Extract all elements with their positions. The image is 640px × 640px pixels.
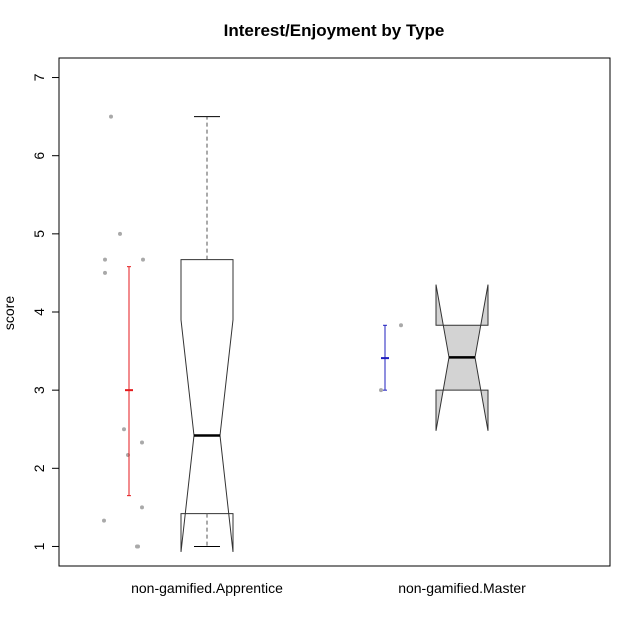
box-body <box>180 259 234 552</box>
jitter-point <box>109 114 113 119</box>
mean-error-bars <box>125 266 389 497</box>
jitter-point <box>140 440 144 445</box>
y-tick-label: 7 <box>31 73 47 81</box>
jitter-point <box>103 257 107 262</box>
y-tick-label: 5 <box>31 230 47 238</box>
jitter-point <box>379 388 383 393</box>
y-tick-label: 4 <box>31 308 47 316</box>
plot-frame <box>58 57 611 567</box>
jitter-point <box>118 231 122 236</box>
box-group <box>180 116 489 552</box>
y-axis-label: score <box>1 296 17 330</box>
y-axis: 1 2 3 4 5 6 7 <box>31 73 60 550</box>
x-tick-label: non-gamified.Master <box>398 580 526 596</box>
jitter-point <box>141 257 145 262</box>
x-tick-label: non-gamified.Apprentice <box>131 580 283 596</box>
jitter-points <box>102 114 403 549</box>
y-tick-label: 6 <box>31 152 47 160</box>
y-tick-label: 1 <box>31 542 47 550</box>
jitter-point <box>136 544 140 549</box>
x-axis-labels: non-gamified.Apprentice non-gamified.Mast… <box>131 580 526 596</box>
jitter-point <box>103 270 107 275</box>
chart-title: Interest/Enjoyment by Type <box>224 21 445 40</box>
jitter-point <box>399 323 403 328</box>
jitter-point <box>122 427 126 432</box>
y-tick-label: 3 <box>31 386 47 394</box>
jitter-point <box>102 518 106 523</box>
jitter-point <box>140 505 144 510</box>
y-tick-label: 2 <box>31 464 47 472</box>
